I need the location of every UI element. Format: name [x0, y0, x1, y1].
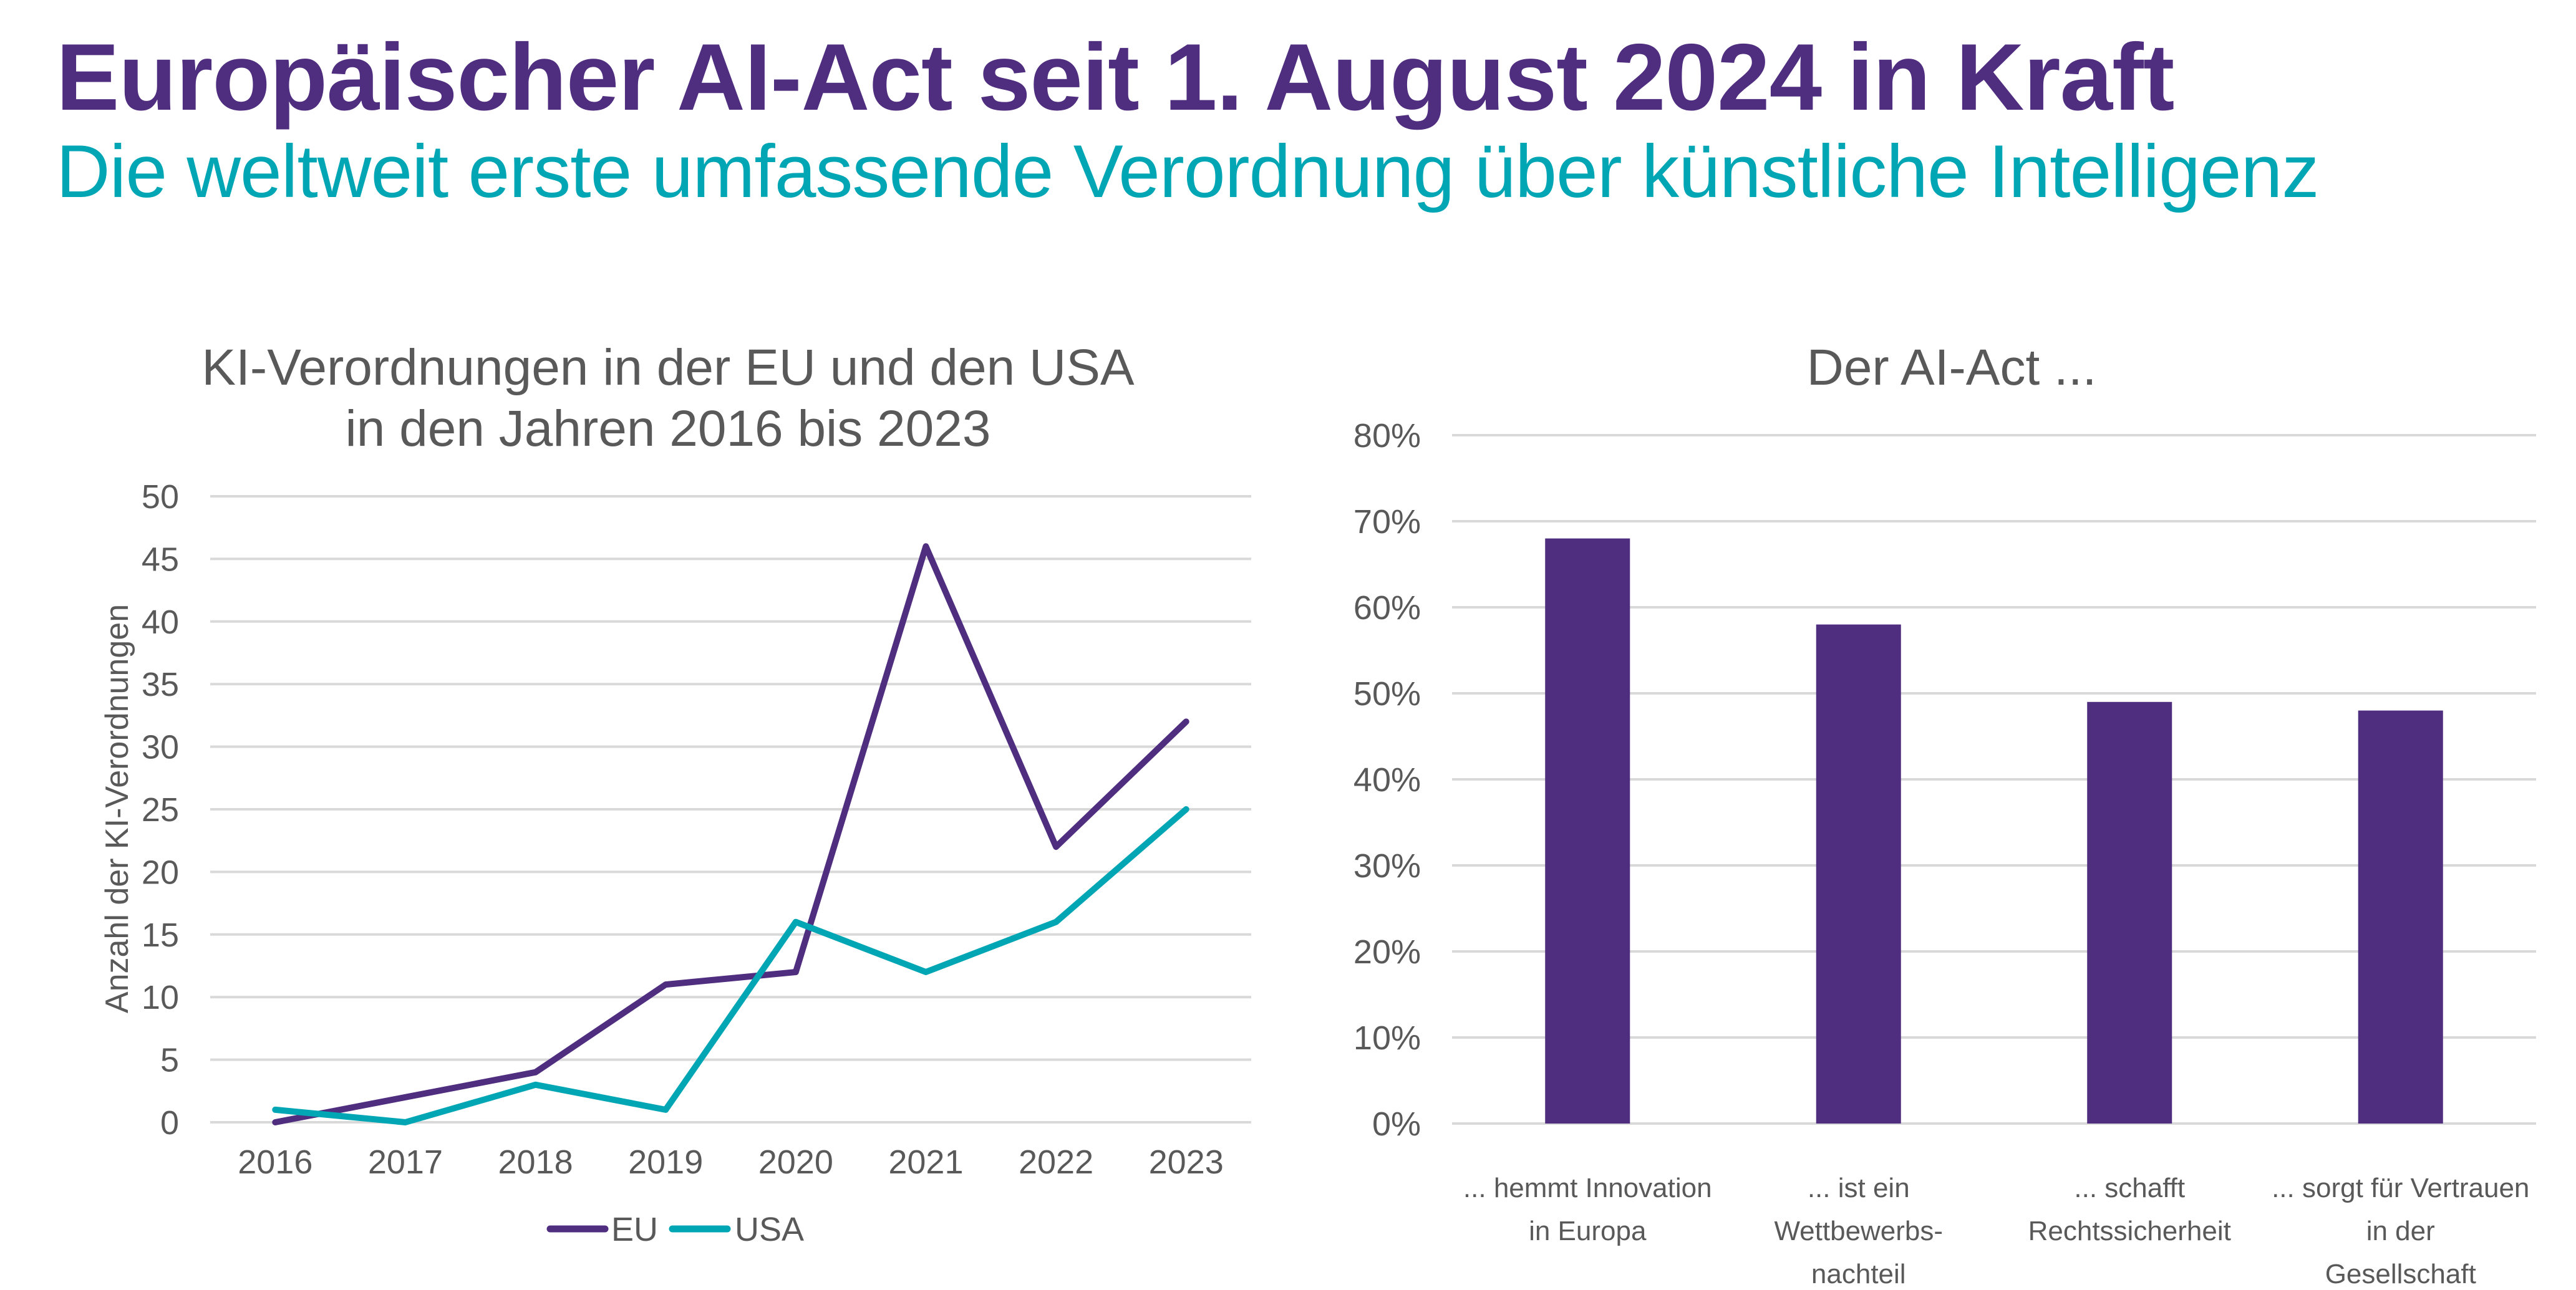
bar [1545, 538, 1630, 1124]
category-label-line: in der [2366, 1216, 2435, 1246]
y-tick-label: 70% [1353, 503, 1421, 541]
category-label-line: ... schafft [2074, 1173, 2185, 1203]
category-label-line: ... hemmt Innovation [1463, 1173, 1712, 1203]
legend-item-usa: USA [669, 1211, 804, 1248]
bars [1545, 538, 2443, 1124]
x-tick-label: 2019 [628, 1143, 703, 1181]
x-tick-label: 2021 [888, 1143, 963, 1181]
y-tick-label: 25 [142, 791, 179, 829]
x-tick-label: 2017 [368, 1143, 443, 1181]
legend-label: EU [611, 1211, 658, 1248]
y-tick-label: 35 [142, 666, 179, 703]
category-label-line: Wettbewerbs- [1774, 1216, 1943, 1246]
y-tick-label: 0 [160, 1104, 179, 1142]
series-line-usa [272, 806, 1189, 1125]
y-tick-label: 30% [1353, 847, 1421, 885]
legend-item-eu: EU [546, 1211, 658, 1248]
y-tick-label: 60% [1353, 589, 1421, 627]
line-chart-title-line-2: in den Jahren 2016 bis 2023 [346, 400, 991, 457]
bar [2358, 710, 2443, 1124]
category-label-line: in Europa [1529, 1216, 1647, 1246]
bar [1816, 624, 1901, 1124]
x-tick-label: 2020 [758, 1143, 833, 1181]
page-title: Europäischer AI-Act seit 1. August 2024 … [56, 24, 2174, 130]
x-tick-label: 2016 [238, 1143, 312, 1181]
category-label-line: ... ist ein [1808, 1173, 1910, 1203]
legend-label: USA [735, 1211, 804, 1248]
category-label: ... schafft Rechtssicherheit [2028, 1173, 2231, 1246]
category-label-line: ... sorgt für Vertrauen [2272, 1173, 2529, 1203]
y-axis-title: Anzahl der KI-Verordnungen [99, 604, 135, 1013]
category-label-line: nachteil [1811, 1259, 1906, 1289]
y-tick-label: 50 [142, 478, 179, 516]
y-tick-label: 5 [160, 1042, 179, 1079]
x-tick-labels: 2016 2017 2018 2019 2020 2021 2022 2023 [238, 1143, 1224, 1181]
y-gridlines [210, 495, 1251, 1124]
series-lines [272, 543, 1189, 1125]
y-tick-label: 15 [142, 917, 179, 954]
y-tick-labels: 0% 10% 20% 30% 40% 50% 60% 70% 80% [1353, 417, 1421, 1143]
y-tick-label: 10 [142, 979, 179, 1016]
line-chart: KI-Verordnungen in der EU und den USA in… [99, 339, 1251, 1248]
category-label: ... ist ein Wettbewerbs-nachteil [1774, 1173, 1943, 1289]
x-tick-label: 2022 [1019, 1143, 1093, 1181]
bar [2087, 701, 2172, 1124]
x-tick-label: 2023 [1149, 1143, 1224, 1181]
category-label-line: Gesellschaft [2325, 1259, 2476, 1289]
legend: EU USA [546, 1211, 804, 1248]
line-chart-title-line-1: KI-Verordnungen in der EU und den USA [201, 339, 1134, 396]
category-label: ... hemmt Innovation in Europa [1463, 1173, 1712, 1246]
y-tick-label: 50% [1353, 675, 1421, 713]
bar-chart-title: Der AI-Act ... [1807, 339, 2097, 396]
category-labels: ... hemmt Innovation in Europa ... ist ein… [1463, 1173, 2529, 1289]
y-tick-label: 0% [1372, 1105, 1421, 1143]
y-tick-labels: 0 5 10 15 20 25 30 35 40 45 50 [142, 478, 179, 1142]
category-label: ... sorgt für Vertrauen in der Gesellschaf… [2272, 1173, 2529, 1289]
y-tick-label: 45 [142, 541, 179, 578]
line-chart-title: KI-Verordnungen in der EU und den USA in… [201, 339, 1134, 457]
y-tick-label: 40 [142, 604, 179, 641]
page-subtitle: Die weltweit erste umfassende Verordnung… [56, 130, 2319, 213]
y-tick-label: 20% [1353, 933, 1421, 971]
series-line-eu [272, 543, 1189, 1125]
y-tick-label: 10% [1353, 1019, 1421, 1057]
category-label-line: Rechtssicherheit [2028, 1216, 2231, 1246]
y-tick-label: 40% [1353, 761, 1421, 799]
y-tick-label: 20 [142, 854, 179, 891]
y-tick-label: 80% [1353, 417, 1421, 455]
y-gridlines [1452, 434, 2536, 1125]
x-tick-label: 2018 [498, 1143, 573, 1181]
y-tick-label: 30 [142, 729, 179, 766]
